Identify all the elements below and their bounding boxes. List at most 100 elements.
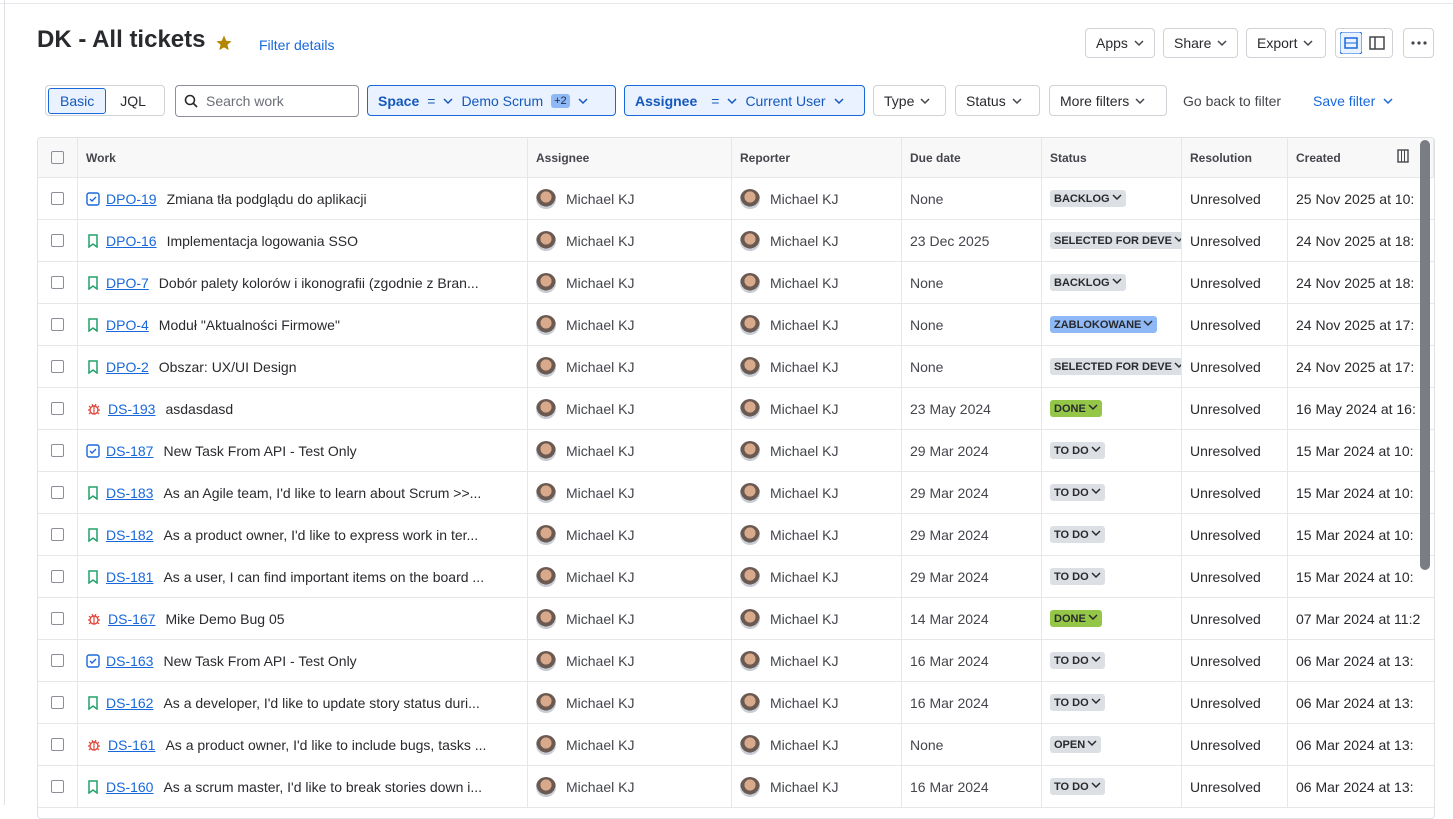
filter-dropdown[interactable]: Type <box>873 85 946 116</box>
table-row[interactable]: DS-160 As a scrum master, I'd like to bre… <box>38 766 1434 808</box>
status-lozenge[interactable]: TO DO <box>1050 652 1105 669</box>
checkbox[interactable] <box>51 612 64 625</box>
status-lozenge[interactable]: BACKLOG <box>1050 190 1126 207</box>
table-row[interactable]: DS-167 Mike Demo Bug 05 Michael KJ Michael … <box>38 598 1434 640</box>
due-cell: 14 Mar 2024 <box>902 598 1042 639</box>
filter-details-link[interactable]: Filter details <box>259 37 335 53</box>
table-row[interactable]: DPO-4 Moduł "Aktualności Firmowe" Michael … <box>38 304 1434 346</box>
issue-key[interactable]: DS-160 <box>106 778 154 795</box>
table-row[interactable]: DPO-7 Dobór palety kolorów i ikonografii … <box>38 262 1434 304</box>
checkbox[interactable] <box>51 738 64 751</box>
status-lozenge[interactable]: OPEN <box>1050 736 1102 753</box>
column-title: Due date <box>910 150 961 165</box>
issue-key[interactable]: DPO-19 <box>106 190 157 207</box>
table-row[interactable]: DPO-2 Obszar: UX/UI Design Michael KJ Micha… <box>38 346 1434 388</box>
detail-view-icon[interactable] <box>1366 32 1388 54</box>
star-icon[interactable] <box>215 34 233 52</box>
status-lozenge[interactable]: TO DO <box>1050 484 1105 501</box>
work-cell: DS-163 New Task From API - Test Only <box>78 640 528 681</box>
table-row[interactable]: DS-162 As a developer, I'd like to update… <box>38 682 1434 724</box>
assignee-filter[interactable]: Assignee = Current User <box>624 85 865 116</box>
checkbox[interactable] <box>51 360 64 373</box>
issue-key[interactable]: DPO-4 <box>106 316 149 333</box>
header-button[interactable]: Share <box>1163 28 1238 58</box>
status-lozenge[interactable]: DONE <box>1050 400 1102 417</box>
table-row[interactable]: DS-182 As a product owner, I'd like to ex… <box>38 514 1434 556</box>
issue-summary: Implementacja logowania SSO <box>166 232 359 249</box>
status-lozenge[interactable]: TO DO <box>1050 526 1105 543</box>
due-date: None <box>910 736 944 753</box>
issue-key[interactable]: DS-187 <box>106 442 154 459</box>
view-toggle[interactable] <box>1335 28 1393 58</box>
created-date: 25 Nov 2025 at 10: <box>1296 190 1415 207</box>
issue-key[interactable]: DS-161 <box>108 736 156 753</box>
status-lozenge[interactable]: TO DO <box>1050 694 1105 711</box>
issue-key[interactable]: DPO-16 <box>106 232 157 249</box>
status-lozenge[interactable]: SELECTED FOR DEVE <box>1050 232 1181 249</box>
status-lozenge[interactable]: BACKLOG <box>1050 274 1126 291</box>
checkbox[interactable] <box>51 780 64 793</box>
checkbox[interactable] <box>51 654 64 667</box>
columns-icon[interactable] <box>1397 149 1409 166</box>
mode-basic[interactable]: Basic <box>48 87 107 114</box>
header-row: Work Assignee Reporter Due date Status Resolu… <box>38 138 1434 178</box>
issue-key[interactable]: DPO-2 <box>106 358 149 375</box>
status-cell: DONE <box>1042 598 1182 639</box>
chevron <box>1091 780 1101 793</box>
table-row[interactable]: DS-163 New Task From API - Test Only Micha… <box>38 640 1434 682</box>
issue-key[interactable]: DS-162 <box>106 694 154 711</box>
table-row[interactable]: DS-181 As a user, I can find important it… <box>38 556 1434 598</box>
checkbox[interactable] <box>51 318 64 331</box>
header-button[interactable]: Export <box>1246 28 1326 58</box>
checkbox[interactable] <box>51 570 64 583</box>
more-actions[interactable] <box>1403 28 1434 58</box>
chevron <box>1091 654 1101 667</box>
checkbox[interactable] <box>51 234 64 247</box>
issue-key[interactable]: DPO-7 <box>106 274 149 291</box>
table-row[interactable]: DS-187 New Task From API - Test Only Micha… <box>38 430 1434 472</box>
checkbox[interactable] <box>51 276 64 289</box>
checkbox[interactable] <box>51 444 64 457</box>
reporter-cell: Michael KJ <box>732 472 902 513</box>
table-row[interactable]: DS-193 asdasdasd Michael KJ Michael KJ 23 Ma… <box>38 388 1434 430</box>
status-lozenge[interactable]: TO DO <box>1050 568 1105 585</box>
table-row[interactable]: DPO-19 Zmiana tła podglądu do aplikacji Mi… <box>38 178 1434 220</box>
avatar <box>536 230 556 251</box>
header-cell: Work <box>78 138 528 177</box>
status-lozenge[interactable]: TO DO <box>1050 778 1105 795</box>
checkbox[interactable] <box>51 528 64 541</box>
issue-key[interactable]: DS-182 <box>106 526 154 543</box>
checkbox[interactable] <box>51 402 64 415</box>
checkbox[interactable] <box>51 696 64 709</box>
table-row[interactable]: DS-161 As a product owner, I'd like to in… <box>38 724 1434 766</box>
status-lozenge[interactable]: ZABLOKOWANE <box>1050 316 1158 333</box>
filter-dropdown[interactable]: More filters <box>1049 85 1167 116</box>
mode-jql[interactable]: JQL <box>120 92 146 109</box>
reporter-name: Michael KJ <box>770 400 839 417</box>
created-date: 06 Mar 2024 at 13: <box>1296 778 1414 795</box>
type-icon-bug <box>86 401 102 417</box>
list-view-icon[interactable] <box>1340 32 1362 54</box>
table-row[interactable]: DPO-16 Implementacja logowania SSO Michael… <box>38 220 1434 262</box>
issue-key[interactable]: DS-183 <box>106 484 154 501</box>
space-filter[interactable]: Space = Demo Scrum +2 <box>367 85 616 116</box>
issue-key[interactable]: DS-167 <box>108 610 156 627</box>
issue-key[interactable]: DS-181 <box>106 568 154 585</box>
issue-summary: As an Agile team, I'd like to learn abou… <box>163 484 482 501</box>
issue-key[interactable]: DS-163 <box>106 652 154 669</box>
table-row[interactable]: DS-183 As an Agile team, I'd like to lear… <box>38 472 1434 514</box>
status-lozenge[interactable]: DONE <box>1050 610 1102 627</box>
checkbox[interactable] <box>51 151 64 164</box>
checkbox[interactable] <box>51 486 64 499</box>
checkbox[interactable] <box>51 192 64 205</box>
search-input[interactable]: Search work <box>175 85 359 117</box>
header-button[interactable]: Apps <box>1085 28 1155 58</box>
filter-dropdown[interactable]: Status <box>955 85 1040 116</box>
status-lozenge[interactable]: TO DO <box>1050 442 1105 459</box>
save-filter[interactable]: Save filter <box>1313 93 1393 109</box>
status-cell: ZABLOKOWANE <box>1042 304 1182 345</box>
issue-key[interactable]: DS-193 <box>108 400 156 417</box>
status-lozenge[interactable]: SELECTED FOR DEVE <box>1050 358 1181 375</box>
go-back-link[interactable]: Go back to filter <box>1183 93 1282 109</box>
created-cell: 07 Mar 2024 at 11:2 <box>1288 598 1434 639</box>
